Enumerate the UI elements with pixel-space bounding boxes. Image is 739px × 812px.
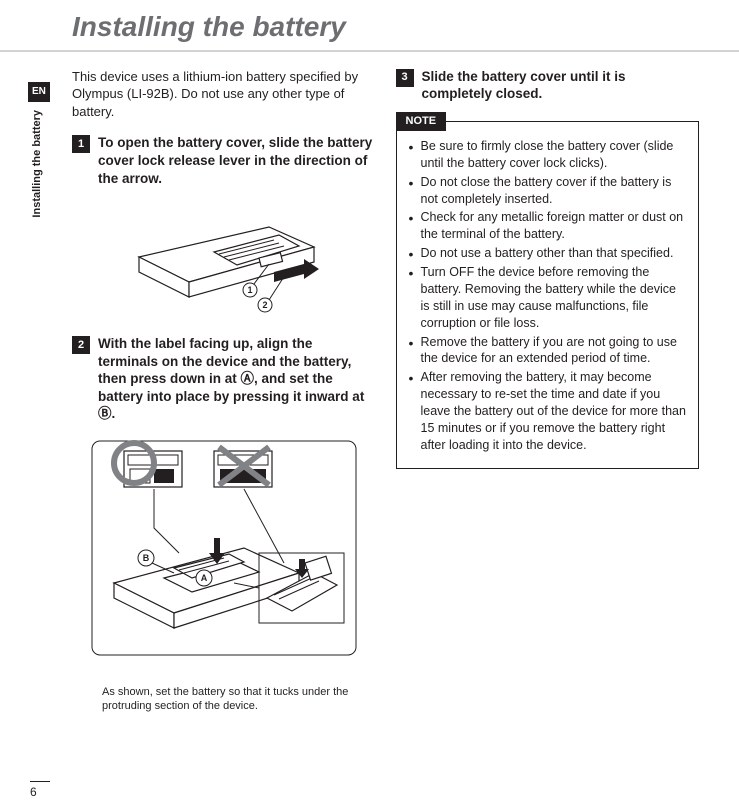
note-item: Do not use a battery other than that spe… (409, 245, 687, 262)
note-label: NOTE (396, 112, 447, 131)
callout-a-label: A (201, 573, 208, 583)
note-item: Do not close the battery cover if the ba… (409, 174, 687, 208)
page-number: 6 (30, 781, 50, 800)
step-1-number: 1 (72, 135, 90, 153)
intro-text: This device uses a lithium-ion battery s… (72, 68, 376, 121)
page-title: Installing the battery (0, 0, 739, 52)
step-1-text: To open the battery cover, slide the bat… (98, 134, 376, 187)
step-1: 1 To open the battery cover, slide the b… (72, 134, 376, 187)
callout-b-label: B (143, 553, 150, 563)
step-2: 2 With the label facing up, align the te… (72, 335, 376, 423)
step-3-number: 3 (396, 69, 414, 87)
language-tab: EN (28, 82, 50, 102)
step-2-text: With the label facing up, align the term… (98, 335, 376, 423)
note-item: Be sure to firmly close the battery cove… (409, 138, 687, 172)
step-3: 3 Slide the battery cover until it is co… (396, 68, 700, 103)
right-column: 3 Slide the battery cover until it is co… (396, 68, 700, 714)
note-item: After removing the battery, it may becom… (409, 369, 687, 453)
left-column: This device uses a lithium-ion battery s… (72, 68, 376, 714)
note-item: Turn OFF the device before removing the … (409, 264, 687, 332)
diagram-2: A B (72, 433, 376, 663)
note-item: Check for any metallic foreign matter or… (409, 209, 687, 243)
step-2-number: 2 (72, 336, 90, 354)
note-box: NOTE Be sure to firmly close the battery… (396, 121, 700, 469)
callout-1-label: 1 (247, 285, 252, 295)
side-section-label: Installing the battery (30, 110, 45, 218)
note-list: Be sure to firmly close the battery cove… (409, 138, 687, 454)
note-item: Remove the battery if you are not going … (409, 334, 687, 368)
step-3-text: Slide the battery cover until it is comp… (422, 68, 700, 103)
diagram-2-caption: As shown, set the battery so that it tuc… (72, 681, 376, 714)
diagram-1: 1 2 (72, 197, 376, 317)
callout-2-label: 2 (262, 300, 267, 310)
content-columns: This device uses a lithium-ion battery s… (0, 52, 739, 714)
